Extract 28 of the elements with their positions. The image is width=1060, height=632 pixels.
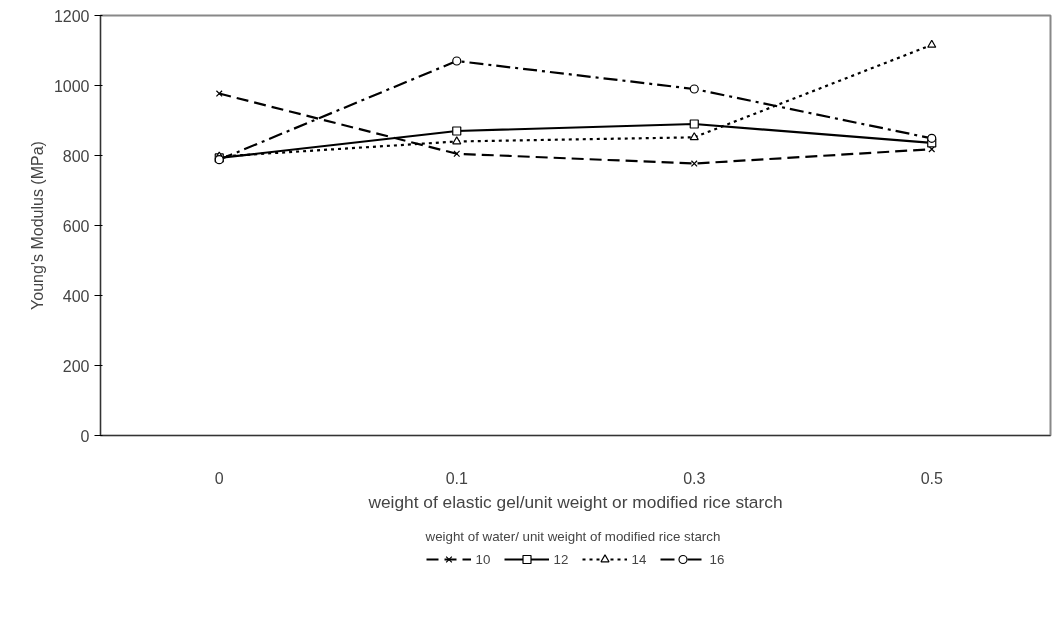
y-tick-label: 1200 (53, 7, 90, 25)
y-tick-label: 600 (62, 217, 90, 235)
x-tick-label: 0.3 (683, 469, 706, 487)
point (927, 39, 937, 48)
x-tick-label: 0 (214, 469, 224, 487)
point (927, 133, 937, 143)
point (452, 126, 462, 136)
legend-label: 14 (631, 551, 648, 567)
point (215, 90, 223, 97)
point (452, 136, 462, 145)
point (689, 84, 699, 94)
x-axis-title: weight of elastic gel/unit weight or modified rice starch (367, 491, 783, 512)
legend-label: 12 (553, 551, 570, 567)
y-axis-title: Young's Modulus (MPa) (28, 141, 46, 310)
y-tick-label: 0 (80, 427, 90, 445)
point (689, 132, 699, 141)
y-tick-label: 800 (62, 147, 90, 165)
legend-label: 10 (475, 551, 492, 567)
y-tick-label: 400 (62, 287, 90, 305)
point (690, 160, 698, 167)
point (689, 119, 699, 129)
point (452, 56, 462, 66)
x-tick-label: 0.5 (920, 469, 943, 487)
y-tick-label: 1000 (53, 77, 90, 95)
x-tick-label: 0.1 (445, 469, 468, 487)
y-tick-label: 200 (62, 357, 90, 375)
legend-title: weight of water/ unit weight of modified rice starch (425, 529, 722, 544)
legend-label: 16 (709, 551, 726, 567)
